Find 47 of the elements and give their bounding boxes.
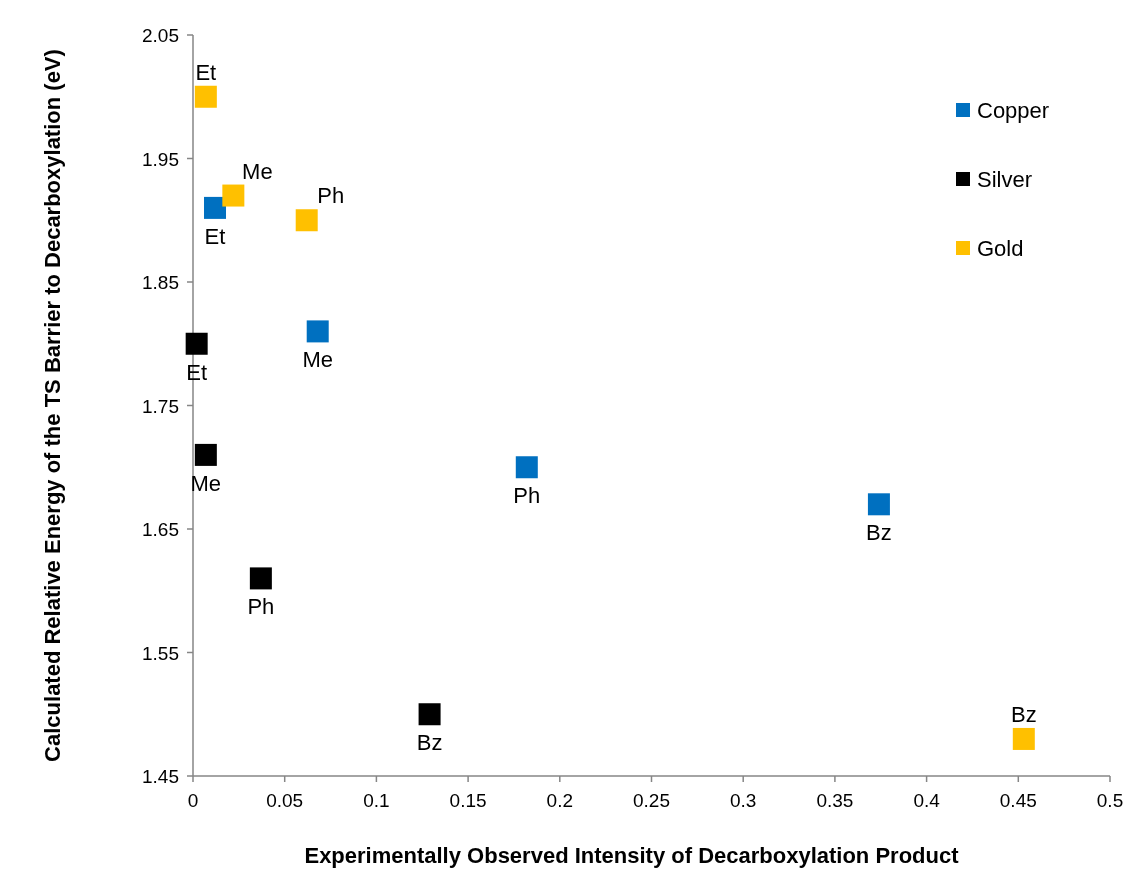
x-tick-label: 0.4	[913, 790, 941, 811]
data-label: Bz	[1010, 701, 1037, 727]
x-tick-label: 0.05	[266, 790, 304, 811]
x-tick-label: 0.3	[729, 790, 757, 811]
x-axis-title: Experimentally Observed Intensity of Decarboxylation Product	[304, 843, 960, 868]
point	[1012, 727, 1035, 750]
point	[867, 493, 890, 516]
y-tick-label: 1.95	[142, 148, 179, 170]
x-tick-label: 0.2	[546, 790, 574, 811]
x-tick-label: 0.5	[1096, 790, 1124, 811]
point	[194, 85, 217, 108]
x-tick-label: 0.15	[449, 790, 487, 811]
data-label: Me	[190, 470, 222, 496]
point	[306, 320, 329, 343]
data-label: Ph	[513, 483, 541, 509]
y-axis-title: Calculated Relative Energy of the TS Barrier to Decarboxylation (eV)	[39, 48, 66, 764]
point	[194, 443, 217, 466]
point	[204, 196, 227, 219]
point	[295, 209, 318, 232]
y-tick-label: 1.55	[142, 642, 179, 664]
legend-label: Gold	[977, 236, 1024, 261]
y-tick-label: 1.45	[142, 766, 179, 787]
x-tick-label: 0.35	[816, 790, 854, 811]
point	[249, 567, 272, 590]
legend-label: Copper	[977, 98, 1050, 123]
data-label: Me	[302, 347, 333, 373]
data-label: Et	[195, 59, 217, 85]
y-tick-label: 2.05	[142, 25, 179, 46]
legend-label: Silver	[977, 167, 1033, 192]
data-label: Et	[204, 223, 226, 249]
data-label: Me	[242, 158, 273, 184]
data-label: Bz	[416, 730, 443, 756]
point	[418, 703, 441, 726]
data-label: Ph	[247, 594, 275, 620]
x-tick-label: 0.45	[999, 790, 1037, 811]
x-tick-label: 0.1	[363, 790, 390, 811]
point	[185, 332, 208, 355]
y-tick-label: 1.65	[142, 519, 179, 540]
y-tick-label: 1.75	[142, 395, 179, 417]
data-label: Ph	[317, 183, 345, 209]
y-tick-label: 1.85	[142, 272, 179, 293]
x-tick-label: 0.25	[633, 790, 670, 811]
point	[222, 184, 245, 207]
x-tick-label: 0	[187, 790, 199, 811]
point	[515, 456, 538, 479]
data-label: Bz	[866, 520, 892, 546]
data-label: Et	[186, 359, 208, 385]
